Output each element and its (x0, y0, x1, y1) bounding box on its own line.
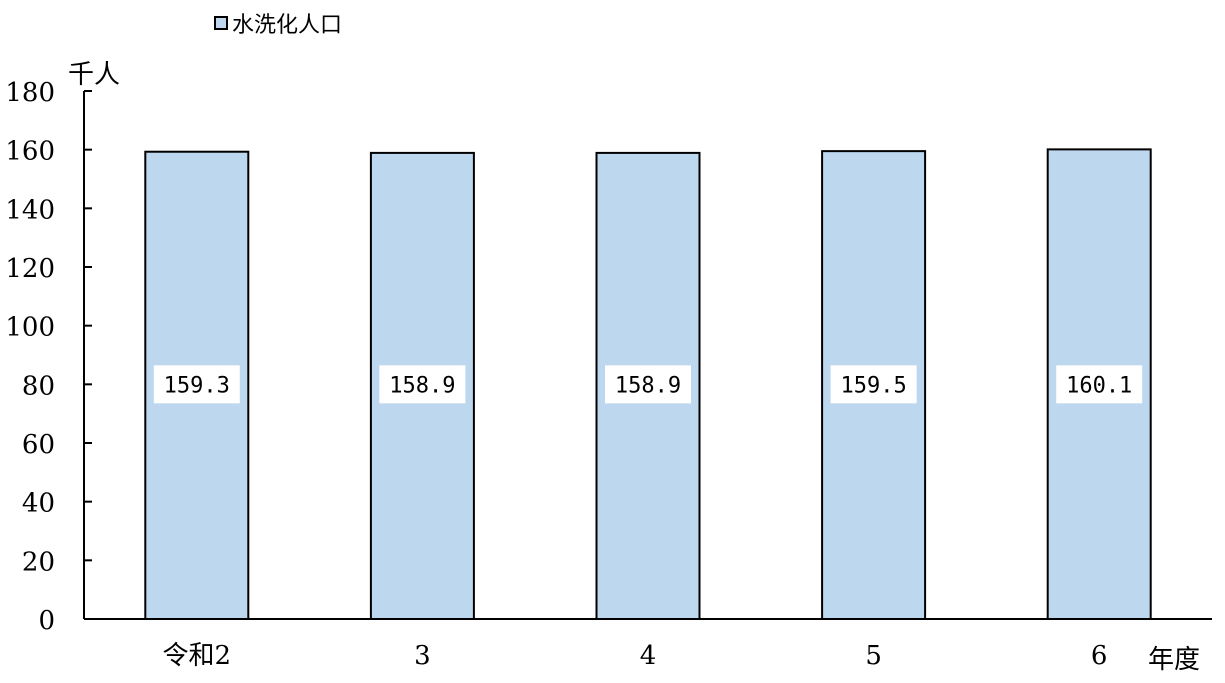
data-label: 159.3 (164, 373, 230, 398)
data-label: 158.9 (389, 373, 455, 398)
y-tick-label: 60 (22, 430, 55, 460)
y-tick-label: 80 (22, 371, 55, 401)
y-tick-label: 160 (5, 137, 55, 167)
x-tick-label: 4 (640, 641, 657, 671)
x-tick-label: 3 (414, 641, 431, 671)
legend-swatch (214, 16, 228, 30)
y-axis-unit-label: 千人 (68, 60, 120, 90)
data-label-background (605, 365, 691, 404)
data-label: 158.9 (615, 373, 681, 398)
x-tick-label: 5 (865, 641, 882, 671)
y-tick-label: 120 (5, 254, 55, 284)
y-tick-label: 180 (5, 78, 55, 108)
y-tick-label: 20 (22, 547, 55, 577)
x-tick-label: 令和2 (163, 641, 232, 671)
legend: 水洗化人口 (214, 13, 342, 38)
y-tick-label: 0 (38, 606, 55, 636)
data-label: 160.1 (1066, 373, 1132, 398)
legend-label: 水洗化人口 (232, 13, 342, 38)
data-label-background (1056, 365, 1143, 404)
x-axis-ticks: 令和2 3 4 5 6 (163, 641, 1108, 671)
x-axis-unit-label: 年度 (1148, 645, 1200, 675)
data-label-background (830, 365, 917, 404)
data-labels: 159.3 158.9 158.9 159.5 160.1 (153, 365, 1143, 404)
y-tick-label: 140 (5, 195, 55, 225)
data-label: 159.5 (840, 373, 906, 398)
y-axis-ticks: 0 20 40 60 80 100 120 140 160 180 (5, 78, 92, 636)
y-tick-label: 40 (22, 489, 55, 519)
y-tick-label: 100 (5, 313, 55, 343)
x-tick-label: 6 (1091, 641, 1108, 671)
data-label-background (153, 365, 240, 404)
data-label-background (379, 365, 466, 404)
